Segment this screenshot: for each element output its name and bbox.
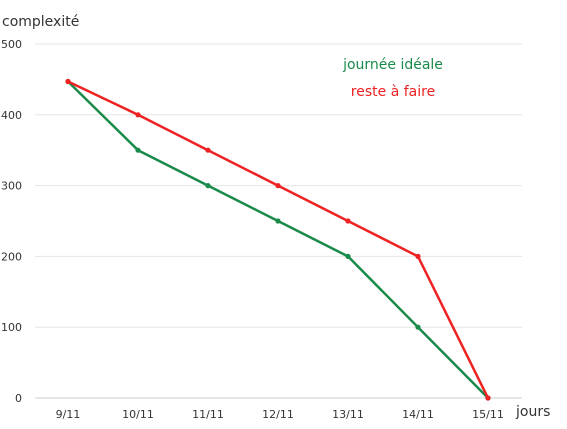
- data-point: [135, 112, 141, 118]
- legend-entry-ideal: journée idéale: [342, 57, 443, 73]
- data-point: [205, 147, 211, 153]
- series-layer: [65, 78, 491, 401]
- data-point: [345, 218, 351, 224]
- series-0: [65, 78, 491, 401]
- x-tick-label: 14/11: [402, 408, 434, 421]
- data-point: [275, 183, 281, 189]
- data-point: [415, 324, 421, 330]
- y-tick-label: 100: [1, 321, 22, 334]
- data-point: [485, 395, 491, 401]
- data-point: [415, 253, 421, 259]
- data-point: [65, 78, 71, 85]
- x-axis-title: jours: [515, 404, 550, 420]
- x-tick-label: 10/11: [122, 408, 154, 421]
- data-point: [135, 147, 141, 153]
- data-point: [275, 218, 281, 224]
- x-tick-label: 9/11: [56, 408, 81, 421]
- y-tick-label: 400: [1, 109, 22, 122]
- series-line: [67, 80, 490, 399]
- y-tick-labels: 0 100 200 300 400 500: [1, 38, 22, 405]
- data-point: [205, 183, 211, 189]
- data-point: [345, 253, 351, 259]
- x-tick-label: 15/11: [472, 408, 504, 421]
- series-1: [65, 78, 491, 401]
- y-tick-label: 300: [1, 180, 22, 193]
- y-tick-label: 500: [1, 38, 22, 51]
- y-tick-label: 0: [15, 392, 22, 405]
- x-tick-labels: 9/11 10/11 11/11 12/11 13/11 14/11 15/11: [56, 408, 504, 421]
- legend: journée idéale reste à faire: [342, 57, 443, 100]
- y-tick-label: 200: [1, 250, 22, 263]
- x-tick-label: 12/11: [262, 408, 294, 421]
- y-axis-title: complexité: [2, 14, 79, 30]
- legend-entry-remaining: reste à faire: [351, 84, 435, 100]
- x-tick-label: 13/11: [332, 408, 364, 421]
- series-line: [67, 80, 489, 399]
- x-tick-label: 11/11: [192, 408, 224, 421]
